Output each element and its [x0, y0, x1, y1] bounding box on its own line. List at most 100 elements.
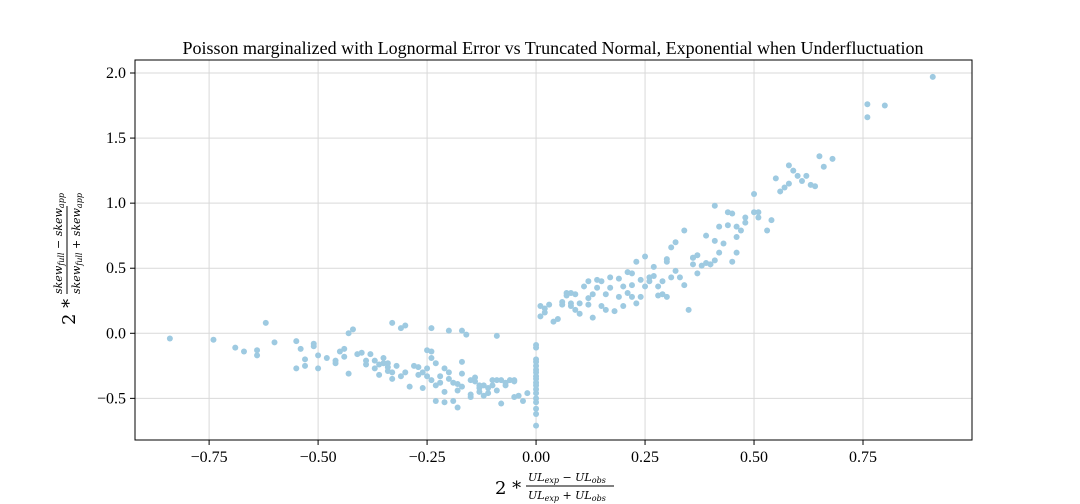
- data-point: [781, 184, 788, 191]
- data-point: [729, 258, 736, 265]
- svg-text:2 *: 2 *: [59, 299, 80, 325]
- grid-lines: [135, 60, 972, 440]
- data-point: [694, 252, 701, 259]
- data-point: [794, 172, 801, 179]
- data-point: [803, 172, 810, 179]
- data-point: [293, 338, 300, 345]
- data-point: [315, 365, 322, 372]
- data-point: [428, 377, 435, 384]
- svg-text:ULexp − ULobs: ULexp − ULobs: [528, 471, 606, 485]
- data-point: [550, 318, 557, 325]
- data-point: [437, 379, 444, 386]
- data-point: [668, 274, 675, 281]
- y-tick-label: 0.0: [106, 325, 126, 342]
- x-axis-ticks: −0.75 −0.50 −0.25 0.00 0.25 0.50 0.75: [191, 440, 877, 466]
- data-point: [537, 313, 544, 320]
- chart-title: Poisson marginalized with Lognormal Erro…: [182, 38, 923, 58]
- data-point: [458, 358, 465, 365]
- data-point: [681, 282, 688, 289]
- data-point: [598, 302, 605, 309]
- data-point: [419, 384, 426, 391]
- data-point: [293, 365, 300, 372]
- y-axis-ticks: −0.5 0.0 0.5 1.0 1.5 2.0: [97, 65, 135, 407]
- data-point: [363, 361, 370, 368]
- y-tick-label: 1.0: [106, 195, 126, 212]
- data-point: [232, 344, 239, 351]
- data-point: [820, 163, 827, 170]
- data-point: [672, 267, 679, 274]
- data-point: [637, 293, 644, 300]
- data-point: [642, 253, 649, 260]
- x-tick-label: 0.25: [631, 449, 659, 466]
- data-point: [751, 191, 758, 198]
- data-point: [724, 222, 731, 229]
- data-point: [711, 237, 718, 244]
- data-point: [480, 382, 487, 389]
- data-point: [384, 360, 391, 367]
- data-point: [729, 210, 736, 217]
- data-point: [829, 155, 836, 162]
- x-axis-label: 2 * ULexp − ULobs ULexp + ULobs: [495, 471, 614, 503]
- data-point: [785, 162, 792, 169]
- data-point: [672, 239, 679, 246]
- data-point: [798, 178, 805, 185]
- data-point: [415, 364, 422, 371]
- data-point: [240, 348, 247, 355]
- data-point: [690, 254, 696, 261]
- data-point: [698, 262, 705, 269]
- data-point: [432, 360, 439, 367]
- data-point: [341, 345, 348, 352]
- data-point: [628, 293, 635, 300]
- data-point: [485, 384, 492, 391]
- data-point: [755, 214, 762, 221]
- data-point: [424, 365, 431, 372]
- data-point: [768, 217, 775, 224]
- data-point: [445, 375, 452, 382]
- data-point: [389, 369, 396, 376]
- data-point: [733, 249, 740, 256]
- data-point: [816, 153, 823, 160]
- data-point: [345, 330, 352, 337]
- data-point: [628, 282, 635, 289]
- data-point: [554, 315, 561, 322]
- data-point: [485, 390, 492, 397]
- data-point: [624, 289, 631, 296]
- data-point: [502, 382, 509, 389]
- x-tick-label: −0.25: [409, 449, 446, 466]
- data-point: [581, 283, 588, 290]
- data-point: [454, 381, 461, 388]
- y-tick-label: 1.5: [106, 130, 126, 147]
- data-point: [711, 202, 718, 209]
- data-point: [454, 404, 461, 411]
- data-point: [533, 410, 540, 417]
- data-point: [607, 284, 614, 291]
- data-point: [376, 371, 383, 378]
- x-tick-label: −0.75: [191, 449, 228, 466]
- data-point: [489, 382, 496, 389]
- data-point: [681, 227, 688, 234]
- data-point: [380, 355, 387, 362]
- data-point: [620, 302, 627, 309]
- data-point: [349, 326, 356, 333]
- y-tick-label: 2.0: [106, 65, 126, 82]
- data-point: [450, 397, 457, 404]
- data-point: [432, 397, 439, 404]
- data-point: [419, 369, 426, 376]
- data-point: [493, 332, 500, 339]
- data-point: [498, 400, 505, 407]
- data-point: [310, 343, 317, 350]
- data-point: [437, 373, 444, 380]
- data-point: [371, 357, 378, 364]
- data-point: [493, 387, 500, 394]
- data-point: [166, 335, 173, 342]
- data-point: [563, 292, 570, 299]
- data-point: [594, 284, 601, 291]
- plot-frame: [134, 59, 973, 441]
- data-point: [642, 283, 649, 290]
- data-point: [498, 377, 505, 384]
- data-point: [650, 263, 657, 270]
- x-tick-label: 0.75: [849, 449, 877, 466]
- data-point: [602, 306, 609, 313]
- data-point: [458, 370, 465, 377]
- data-point: [445, 369, 452, 376]
